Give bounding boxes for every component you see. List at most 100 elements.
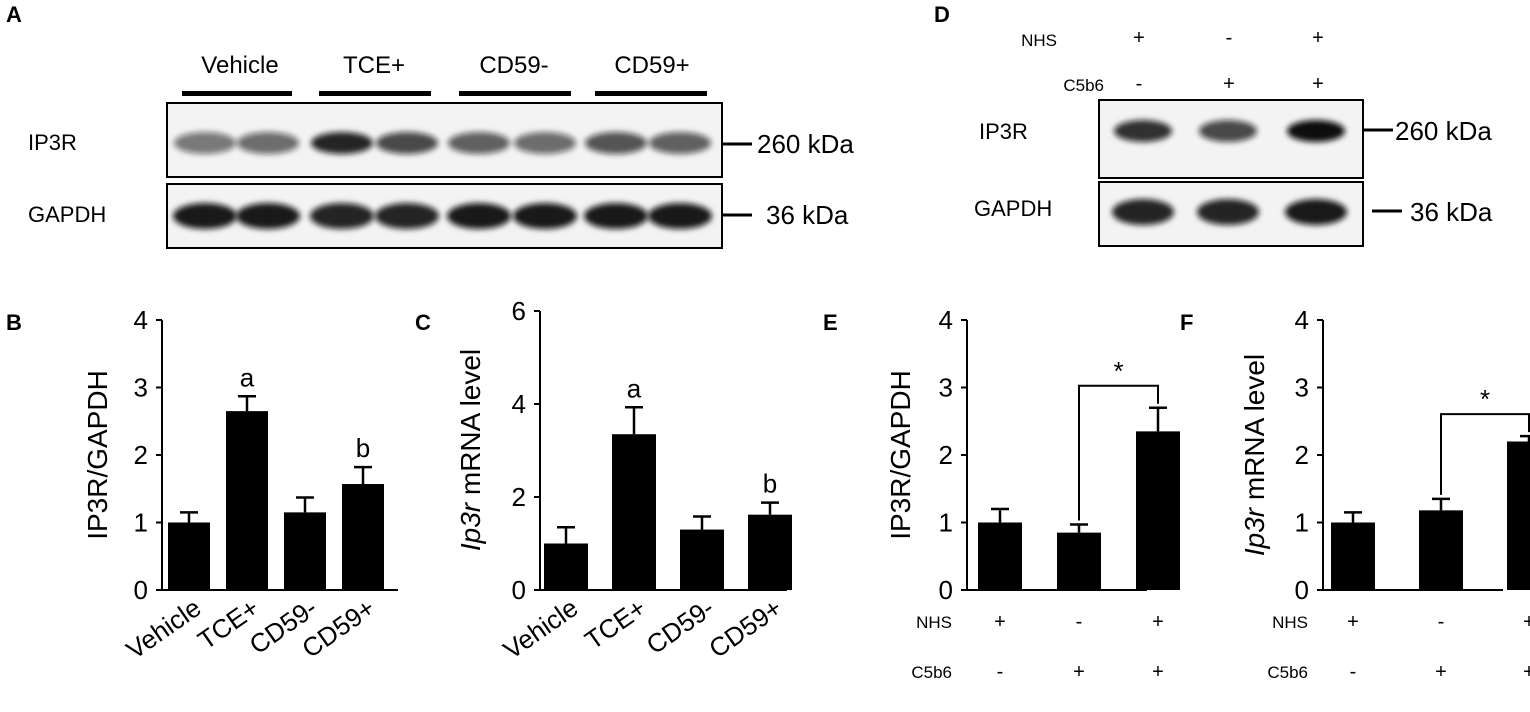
- y-tick-label: 3: [1295, 373, 1309, 403]
- blot-a-group-labels: Vehicle TCE+ CD59- CD59+: [182, 52, 707, 96]
- blot-a-group-underline: [459, 91, 571, 96]
- panel-letter-e: E: [823, 310, 838, 335]
- y-tick-label: 2: [512, 482, 526, 512]
- significance-bracket: [1078, 384, 1159, 521]
- significance-bracket: [1440, 413, 1530, 495]
- blot-d-gapdh-band: [1285, 199, 1347, 225]
- y-axis-label: IP3R/GAPDH: [885, 370, 916, 540]
- y-axis-label-text: IP3R/GAPDH: [82, 370, 113, 540]
- blot-d-sign: +: [1312, 27, 1324, 49]
- significance-letter: a: [627, 373, 642, 403]
- blot-d-sign: +: [1312, 73, 1324, 95]
- bar: [168, 522, 210, 590]
- condition-label: C5b6: [1267, 663, 1308, 682]
- significance-star: *: [1113, 356, 1123, 386]
- blot-a-marker-label: 36 kDa: [766, 200, 849, 230]
- blot-d-sign: -: [1226, 27, 1233, 49]
- bar: [342, 484, 384, 590]
- condition-label: NHS: [1272, 613, 1308, 632]
- y-tick-label: 2: [1295, 440, 1309, 470]
- panel-letter-b: B: [6, 310, 22, 335]
- condition-sign: +: [994, 611, 1006, 633]
- blot-a-gapdh-band: [236, 203, 300, 229]
- y-axis-label-text: mRNA level: [455, 349, 486, 503]
- bar-chart-f: 0 1 2 3 4 Ip3r mRNA level * NHS + - + C5b6 - + +: [1239, 305, 1530, 683]
- condition-sign: +: [1152, 661, 1164, 683]
- y-tick-label: 0: [512, 575, 526, 605]
- condition-sign: -: [1350, 661, 1357, 683]
- panel-letter-f: F: [1180, 310, 1193, 335]
- condition-sign: +: [1347, 611, 1359, 633]
- x-tick-label: Vehicle: [498, 592, 584, 665]
- blot-a-group-label: CD59+: [614, 52, 689, 79]
- blot-a-gapdh-band: [375, 203, 439, 229]
- bar: [1057, 532, 1101, 590]
- blot-a-row-label: IP3R: [28, 130, 77, 155]
- significance-letter: b: [763, 469, 777, 499]
- bar: [226, 411, 268, 590]
- blot-d-marker-label: 36 kDa: [1410, 197, 1493, 227]
- blot-a-gapdh-band: [513, 203, 577, 229]
- blot-a-gapdh-band: [648, 203, 712, 229]
- condition-label: C5b6: [911, 663, 952, 682]
- blot-d-sign: +: [1223, 73, 1235, 95]
- y-tick-label: 0: [134, 575, 148, 605]
- bar: [284, 512, 326, 590]
- blot-a-gapdh-band: [584, 203, 648, 229]
- condition-sign: +: [1073, 661, 1085, 683]
- significance-letter: a: [240, 362, 255, 392]
- bar: [1136, 431, 1180, 590]
- condition-sign: -: [997, 661, 1004, 683]
- blot-a-ip3r-band: [585, 132, 647, 154]
- blot-a-ip3r-band: [649, 132, 711, 154]
- blot-a-marker-label: 260 kDa: [757, 129, 854, 159]
- blot-a-group-label: Vehicle: [201, 52, 278, 79]
- y-axis-label-text: IP3R/GAPDH: [885, 370, 916, 540]
- significance-star: *: [1480, 384, 1490, 414]
- panel-letter-c: C: [415, 310, 431, 335]
- blot-a-ip3r-band: [237, 132, 299, 154]
- panel-letter-a: A: [6, 2, 22, 27]
- blot-d-condition-label: NHS: [1021, 31, 1057, 50]
- y-axis-label-italic: Ip3r: [455, 501, 486, 551]
- bar: [978, 522, 1022, 590]
- y-tick-label: 0: [1295, 575, 1309, 605]
- blot-a-gapdh-band: [173, 203, 237, 229]
- y-axis-label: Ip3r mRNA level: [455, 349, 486, 551]
- western-blot-d: NHS C5b6 + - + - + + IP3R GAPDH 260 kDa …: [974, 27, 1493, 247]
- bar: [748, 514, 792, 590]
- y-tick-label: 1: [134, 508, 148, 538]
- blot-a-group-underline: [595, 91, 707, 96]
- condition-sign: +: [1435, 661, 1447, 683]
- condition-label: NHS: [916, 613, 952, 632]
- blot-d-gapdh-bands: [1112, 199, 1347, 225]
- blot-a-group-underline: [182, 91, 292, 96]
- blot-a-ip3r-band: [311, 132, 373, 154]
- y-tick-label: 2: [939, 440, 953, 470]
- bar: [612, 434, 656, 590]
- y-tick-label: 4: [1295, 305, 1309, 335]
- panel-letter-d: D: [934, 2, 950, 27]
- bar: [1331, 522, 1375, 590]
- y-tick-label: 0: [939, 575, 953, 605]
- blot-a-group-underline: [319, 91, 431, 96]
- significance-letter: b: [356, 433, 370, 463]
- blot-a-gapdh-bands: [173, 203, 712, 229]
- bar: [680, 529, 724, 590]
- western-blot-a: Vehicle TCE+ CD59- CD59+ IP3R GAPDH 260 …: [28, 52, 854, 249]
- blot-d-row-label: GAPDH: [974, 196, 1052, 221]
- blot-d-gapdh-band: [1197, 199, 1259, 225]
- condition-sign: +: [1152, 611, 1164, 633]
- blot-a-ip3r-band: [514, 132, 576, 154]
- blot-a-ip3r-band: [174, 132, 236, 154]
- x-tick-label: CD59+: [703, 592, 787, 663]
- y-axis-label-italic: Ip3r: [1239, 506, 1270, 556]
- y-axis-label-text: mRNA level: [1239, 354, 1270, 508]
- condition-sign: +: [1523, 611, 1530, 633]
- y-tick-label: 2: [134, 440, 148, 470]
- y-tick-label: 3: [134, 373, 148, 403]
- bar-chart-c: 0 2 4 6 Ip3r mRNA level a b VehicleTCE+CD59-CD5…: [455, 296, 792, 665]
- condition-sign: -: [1438, 611, 1445, 633]
